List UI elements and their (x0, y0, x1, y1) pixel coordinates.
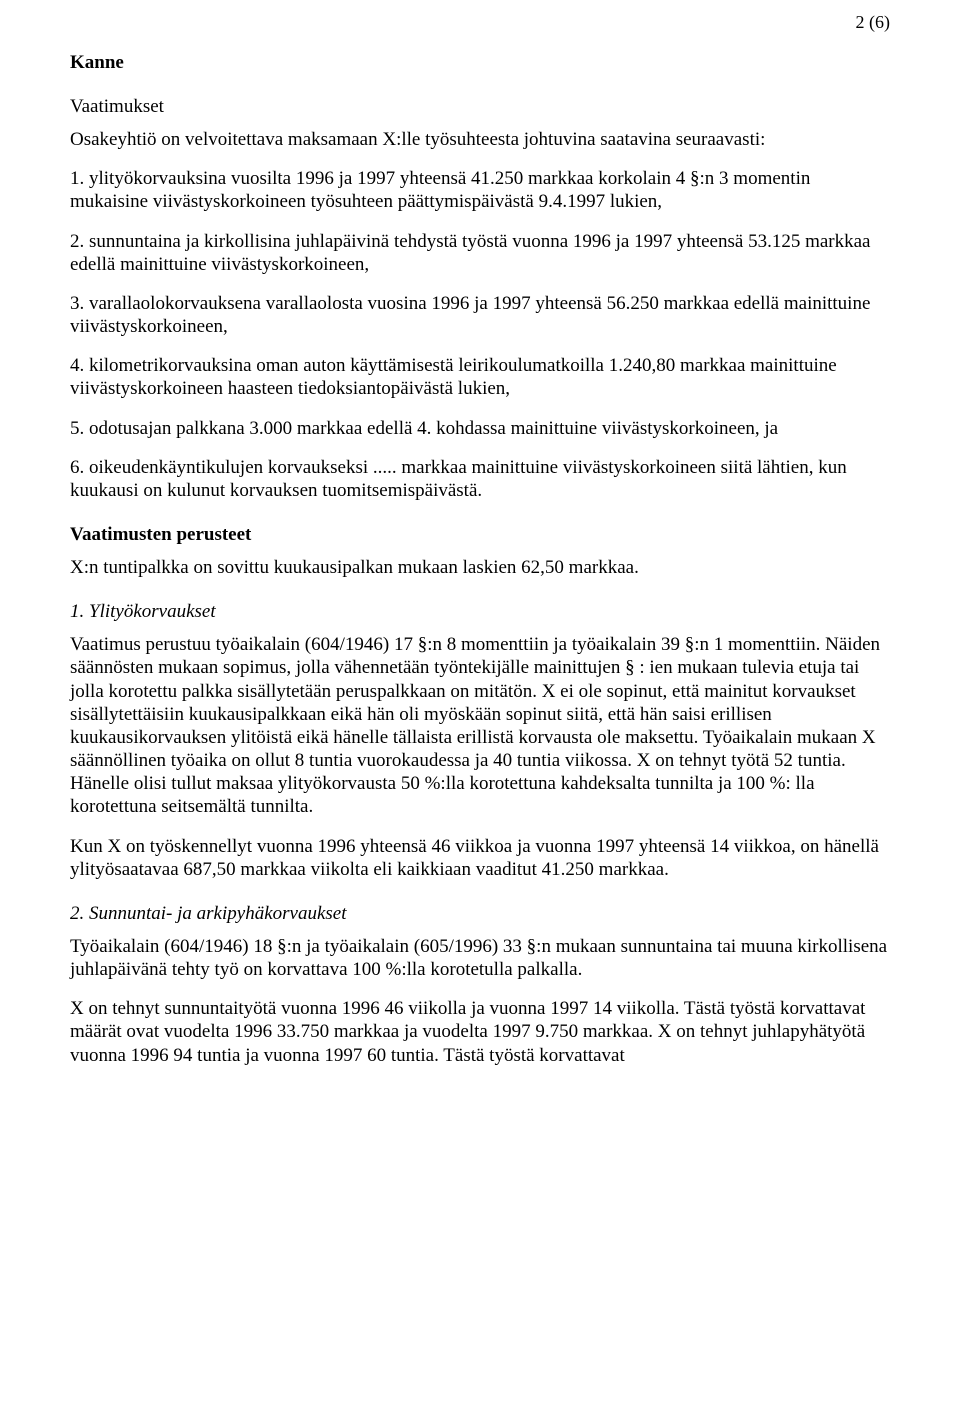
paragraph: 3. varallaolokorvauksena varallaolosta v… (70, 292, 890, 338)
paragraph: Kun X on työskennellyt vuonna 1996 yhtee… (70, 835, 890, 881)
paragraph: Työaikalain (604/1946) 18 §:n ja työaika… (70, 935, 890, 981)
heading-vaatimusten-perusteet: Vaatimusten perusteet (70, 524, 890, 546)
paragraph: Osakeyhtiö on velvoitettava maksamaan X:… (70, 128, 890, 151)
paragraph: 1. ylityökorvauksina vuosilta 1996 ja 19… (70, 167, 890, 213)
heading-ylityokorvaukset: 1. Ylityökorvaukset (70, 601, 890, 623)
paragraph: X on tehnyt sunnuntaityötä vuonna 1996 4… (70, 997, 890, 1067)
paragraph: 2. sunnuntaina ja kirkollisina juhlapäiv… (70, 230, 890, 276)
heading-kanne: Kanne (70, 52, 890, 74)
page-number: 2 (6) (856, 12, 891, 33)
paragraph: 6. oikeudenkäyntikulujen korvaukseksi ..… (70, 456, 890, 502)
document-page: 2 (6) Kanne Vaatimukset Osakeyhtiö on ve… (0, 0, 960, 1417)
heading-vaatimukset: Vaatimukset (70, 96, 890, 118)
heading-sunnuntai: 2. Sunnuntai- ja arkipyhäkorvaukset (70, 903, 890, 925)
paragraph: X:n tuntipalkka on sovittu kuukausipalka… (70, 556, 890, 579)
paragraph: Vaatimus perustuu työaikalain (604/1946)… (70, 633, 890, 818)
paragraph: 4. kilometrikorvauksina oman auton käytt… (70, 354, 890, 400)
paragraph: 5. odotusajan palkkana 3.000 markkaa ede… (70, 417, 890, 440)
